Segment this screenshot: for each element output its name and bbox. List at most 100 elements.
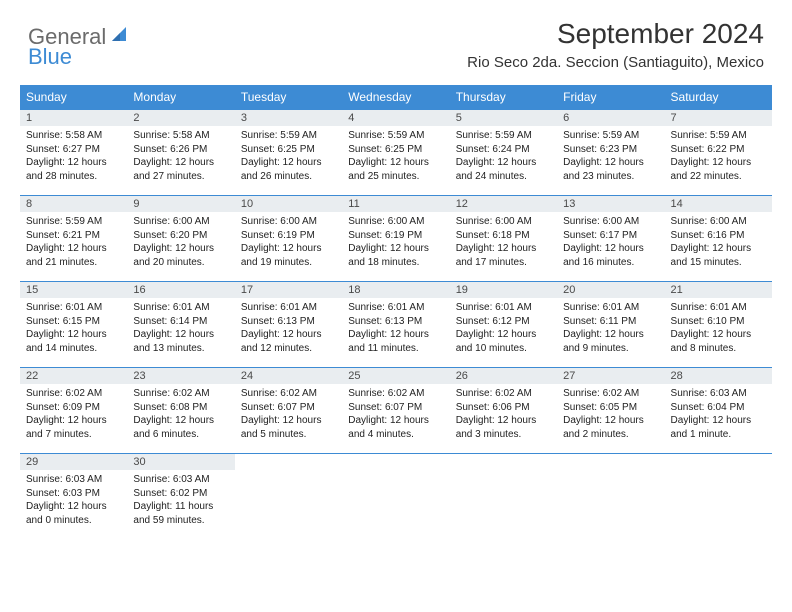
day-number: 7 (665, 110, 772, 126)
calendar-cell: 25Sunrise: 6:02 AMSunset: 6:07 PMDayligh… (342, 368, 449, 454)
daylight-line2: and 17 minutes. (456, 256, 551, 270)
sunrise-line: Sunrise: 6:01 AM (348, 301, 443, 315)
daylight-line1: Daylight: 12 hours (563, 328, 658, 342)
daylight-line2: and 12 minutes. (241, 342, 336, 356)
daylight-line2: and 22 minutes. (671, 170, 766, 184)
sunset-line: Sunset: 6:11 PM (563, 315, 658, 329)
calendar-cell: 27Sunrise: 6:02 AMSunset: 6:05 PMDayligh… (557, 368, 664, 454)
day-details: Sunrise: 6:03 AMSunset: 6:02 PMDaylight:… (127, 470, 234, 529)
sunrise-line: Sunrise: 5:58 AM (133, 129, 228, 143)
day-number: 6 (557, 110, 664, 126)
daylight-line2: and 27 minutes. (133, 170, 228, 184)
day-details: Sunrise: 5:59 AMSunset: 6:24 PMDaylight:… (450, 126, 557, 185)
calendar-cell: 7Sunrise: 5:59 AMSunset: 6:22 PMDaylight… (665, 110, 772, 196)
daylight-line2: and 19 minutes. (241, 256, 336, 270)
weekday-header: Sunday (20, 85, 127, 110)
daylight-line1: Daylight: 12 hours (241, 156, 336, 170)
sunset-line: Sunset: 6:13 PM (241, 315, 336, 329)
daylight-line1: Daylight: 12 hours (456, 156, 551, 170)
sunset-line: Sunset: 6:02 PM (133, 487, 228, 501)
daylight-line2: and 2 minutes. (563, 428, 658, 442)
day-details: Sunrise: 6:00 AMSunset: 6:20 PMDaylight:… (127, 212, 234, 271)
sunrise-line: Sunrise: 6:01 AM (241, 301, 336, 315)
daylight-line2: and 9 minutes. (563, 342, 658, 356)
daylight-line1: Daylight: 12 hours (348, 414, 443, 428)
calendar-cell: 30Sunrise: 6:03 AMSunset: 6:02 PMDayligh… (127, 454, 234, 540)
day-details: Sunrise: 6:01 AMSunset: 6:13 PMDaylight:… (235, 298, 342, 357)
sunrise-line: Sunrise: 5:59 AM (563, 129, 658, 143)
daylight-line1: Daylight: 12 hours (671, 414, 766, 428)
sunrise-line: Sunrise: 6:00 AM (456, 215, 551, 229)
daylight-line1: Daylight: 12 hours (563, 156, 658, 170)
daylight-line1: Daylight: 12 hours (241, 242, 336, 256)
daylight-line1: Daylight: 12 hours (26, 156, 121, 170)
sunset-line: Sunset: 6:13 PM (348, 315, 443, 329)
day-details: Sunrise: 5:59 AMSunset: 6:22 PMDaylight:… (665, 126, 772, 185)
calendar-cell (342, 454, 449, 540)
calendar-cell: 13Sunrise: 6:00 AMSunset: 6:17 PMDayligh… (557, 196, 664, 282)
day-number: 24 (235, 368, 342, 384)
sunset-line: Sunset: 6:21 PM (26, 229, 121, 243)
daylight-line1: Daylight: 12 hours (133, 156, 228, 170)
sunrise-line: Sunrise: 5:58 AM (26, 129, 121, 143)
sunrise-line: Sunrise: 5:59 AM (456, 129, 551, 143)
sunrise-line: Sunrise: 6:01 AM (671, 301, 766, 315)
daylight-line2: and 21 minutes. (26, 256, 121, 270)
sunrise-line: Sunrise: 6:00 AM (241, 215, 336, 229)
daylight-line1: Daylight: 12 hours (671, 156, 766, 170)
calendar-cell (665, 454, 772, 540)
sunset-line: Sunset: 6:05 PM (563, 401, 658, 415)
daylight-line1: Daylight: 12 hours (671, 328, 766, 342)
sunset-line: Sunset: 6:27 PM (26, 143, 121, 157)
weekday-header: Friday (557, 85, 664, 110)
daylight-line2: and 13 minutes. (133, 342, 228, 356)
daylight-line1: Daylight: 12 hours (26, 242, 121, 256)
sunset-line: Sunset: 6:09 PM (26, 401, 121, 415)
daylight-line2: and 59 minutes. (133, 514, 228, 528)
daylight-line1: Daylight: 12 hours (348, 328, 443, 342)
daylight-line1: Daylight: 12 hours (241, 414, 336, 428)
sunset-line: Sunset: 6:16 PM (671, 229, 766, 243)
daylight-line2: and 6 minutes. (133, 428, 228, 442)
daylight-line1: Daylight: 12 hours (671, 242, 766, 256)
day-number: 8 (20, 196, 127, 212)
day-number: 4 (342, 110, 449, 126)
daylight-line2: and 14 minutes. (26, 342, 121, 356)
day-number: 9 (127, 196, 234, 212)
calendar-cell: 3Sunrise: 5:59 AMSunset: 6:25 PMDaylight… (235, 110, 342, 196)
calendar-cell (557, 454, 664, 540)
sunrise-line: Sunrise: 6:00 AM (348, 215, 443, 229)
day-number: 23 (127, 368, 234, 384)
sunrise-line: Sunrise: 5:59 AM (348, 129, 443, 143)
day-details: Sunrise: 6:00 AMSunset: 6:19 PMDaylight:… (342, 212, 449, 271)
calendar-cell: 16Sunrise: 6:01 AMSunset: 6:14 PMDayligh… (127, 282, 234, 368)
sunset-line: Sunset: 6:26 PM (133, 143, 228, 157)
day-details: Sunrise: 5:58 AMSunset: 6:26 PMDaylight:… (127, 126, 234, 185)
daylight-line2: and 10 minutes. (456, 342, 551, 356)
daylight-line2: and 25 minutes. (348, 170, 443, 184)
calendar-cell: 8Sunrise: 5:59 AMSunset: 6:21 PMDaylight… (20, 196, 127, 282)
day-number: 14 (665, 196, 772, 212)
day-number: 10 (235, 196, 342, 212)
day-details: Sunrise: 6:00 AMSunset: 6:18 PMDaylight:… (450, 212, 557, 271)
day-number: 16 (127, 282, 234, 298)
day-details: Sunrise: 6:01 AMSunset: 6:14 PMDaylight:… (127, 298, 234, 357)
sunset-line: Sunset: 6:07 PM (241, 401, 336, 415)
sunrise-line: Sunrise: 6:02 AM (348, 387, 443, 401)
daylight-line1: Daylight: 12 hours (456, 414, 551, 428)
daylight-line2: and 24 minutes. (456, 170, 551, 184)
daylight-line2: and 0 minutes. (26, 514, 121, 528)
daylight-line1: Daylight: 12 hours (26, 328, 121, 342)
calendar-cell: 23Sunrise: 6:02 AMSunset: 6:08 PMDayligh… (127, 368, 234, 454)
day-number: 27 (557, 368, 664, 384)
day-details: Sunrise: 6:02 AMSunset: 6:05 PMDaylight:… (557, 384, 664, 443)
day-details: Sunrise: 6:02 AMSunset: 6:07 PMDaylight:… (235, 384, 342, 443)
daylight-line2: and 28 minutes. (26, 170, 121, 184)
calendar-cell: 2Sunrise: 5:58 AMSunset: 6:26 PMDaylight… (127, 110, 234, 196)
daylight-line2: and 23 minutes. (563, 170, 658, 184)
calendar-cell: 1Sunrise: 5:58 AMSunset: 6:27 PMDaylight… (20, 110, 127, 196)
daylight-line1: Daylight: 12 hours (26, 414, 121, 428)
daylight-line1: Daylight: 12 hours (133, 242, 228, 256)
sunrise-line: Sunrise: 6:02 AM (241, 387, 336, 401)
calendar-row: 29Sunrise: 6:03 AMSunset: 6:03 PMDayligh… (20, 454, 772, 540)
